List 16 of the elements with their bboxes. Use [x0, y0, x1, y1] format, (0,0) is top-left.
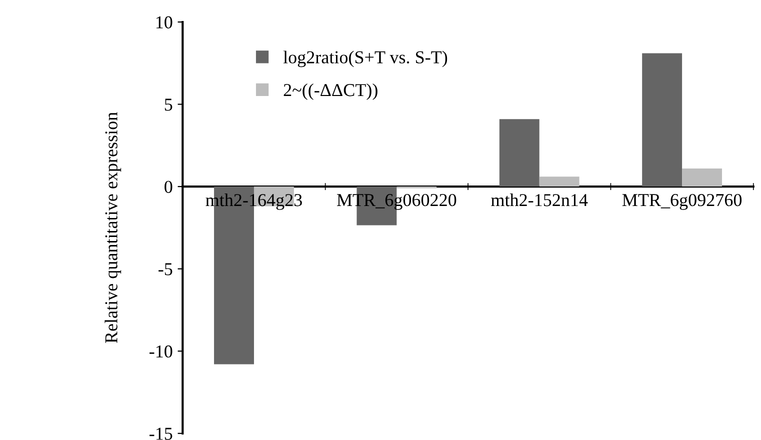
y-tick-label: -5 — [158, 263, 172, 276]
x-tick-label: MTR_6g092760 — [622, 194, 742, 210]
legend-label: log2ratio(S+T vs. S-T) — [283, 50, 448, 68]
y-tick-label: -10 — [150, 345, 172, 358]
y-tick-label: 0 — [164, 180, 172, 193]
bar — [539, 176, 580, 187]
y-tick-label: -15 — [150, 428, 172, 440]
x-tick-label: mth2-152n14 — [491, 194, 588, 206]
y-axis-title: Relative quantitative expression — [104, 112, 122, 344]
legend-label: 2~((-ΔΔCT)) — [284, 83, 378, 100]
bar — [642, 53, 682, 187]
y-tick-label: 5 — [164, 98, 172, 111]
x-tick-label: mth2-164g23 — [206, 194, 302, 210]
y-tick-label: 10 — [156, 16, 172, 28]
bar — [682, 168, 722, 187]
bar — [499, 119, 540, 187]
